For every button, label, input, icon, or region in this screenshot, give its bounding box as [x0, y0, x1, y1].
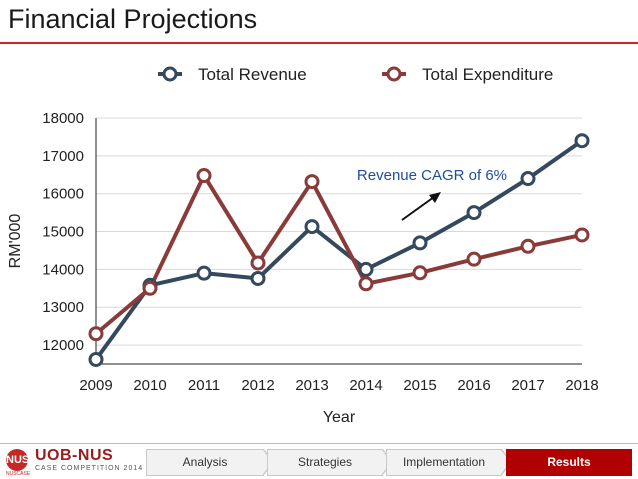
competition-logo: NUS NUSCASE UOB-NUS CASE COMPETITION 201… — [6, 447, 142, 477]
step-label: Results — [547, 455, 591, 469]
data-point-revenue — [358, 261, 374, 277]
data-point-expenditure — [520, 238, 536, 254]
x-tick-label: 2011 — [188, 377, 220, 394]
series-line-revenue — [94, 139, 584, 361]
data-point-revenue — [88, 351, 104, 367]
x-tick-label: 2014 — [349, 377, 382, 394]
series-line-expenditure — [94, 173, 583, 336]
step-label: Strategies — [297, 455, 353, 469]
x-tick-label: 2018 — [565, 377, 598, 394]
data-point-expenditure — [574, 227, 590, 243]
annotation-label: Revenue CAGR of 6% — [357, 167, 507, 184]
data-point-revenue — [520, 171, 536, 187]
data-point-expenditure — [466, 251, 482, 267]
title-divider — [0, 42, 638, 44]
y-tick-label: 15000 — [42, 224, 84, 241]
data-point-expenditure — [142, 280, 158, 296]
x-tick-label: 2010 — [133, 377, 166, 394]
data-point-revenue — [574, 133, 590, 149]
step-strategies[interactable]: Strategies — [267, 449, 383, 476]
data-point-revenue — [250, 270, 266, 286]
data-point-expenditure — [358, 276, 374, 292]
x-axis-title: Year — [323, 409, 356, 426]
annotation-arrow-shaft — [401, 196, 435, 221]
data-point-expenditure — [88, 326, 104, 342]
logo-sub: NUSCASE — [6, 471, 31, 477]
step-label: Implementation — [402, 455, 486, 469]
x-tick-label: 2015 — [403, 377, 436, 394]
data-point-expenditure — [412, 265, 428, 281]
legend-label: Total Revenue — [198, 65, 307, 84]
logo-text: UOB-NUS — [35, 447, 114, 464]
data-point-revenue — [412, 235, 428, 251]
data-point-revenue — [196, 265, 212, 281]
data-point-revenue — [304, 219, 320, 235]
line-chart: 12000 13000 14000 15000 16000 17000 18000 2009 2… — [7, 65, 599, 426]
y-tick-label: 14000 — [42, 261, 84, 278]
progress-steps: Analysis Strategies Implementation Resul… — [146, 449, 632, 476]
page-title: Financial Projections — [8, 4, 258, 34]
data-point-expenditure — [304, 174, 320, 190]
step-implementation[interactable]: Implementation — [386, 449, 502, 476]
y-tick-label: 13000 — [42, 299, 84, 316]
legend-label: Total Expenditure — [422, 65, 553, 84]
data-point-revenue — [466, 205, 482, 221]
y-axis-title: RM'000 — [7, 214, 24, 269]
x-tick-label: 2016 — [457, 377, 490, 394]
x-tick-label: 2013 — [295, 377, 328, 394]
y-tick-label: 16000 — [42, 186, 84, 203]
step-chevron-fill — [501, 450, 510, 474]
legend-marker — [386, 66, 402, 82]
x-tick-label: 2009 — [79, 377, 112, 394]
legend-marker — [162, 66, 178, 82]
logo-caption: CASE COMPETITION 2014 — [35, 465, 144, 472]
logo-mark: NUS — [6, 449, 29, 471]
data-point-expenditure — [250, 255, 266, 271]
y-tick-label: 12000 — [42, 337, 84, 354]
step-label: Analysis — [182, 455, 228, 469]
step-results[interactable]: Results — [506, 449, 632, 476]
x-tick-label: 2012 — [241, 377, 274, 394]
data-point-expenditure — [196, 168, 212, 184]
annotation-arrow-head — [429, 192, 441, 203]
step-analysis[interactable]: Analysis — [146, 449, 264, 476]
footer-divider — [0, 443, 638, 444]
y-tick-label: 18000 — [42, 110, 84, 127]
x-tick-label: 2017 — [511, 377, 544, 394]
y-tick-label: 17000 — [42, 148, 84, 165]
